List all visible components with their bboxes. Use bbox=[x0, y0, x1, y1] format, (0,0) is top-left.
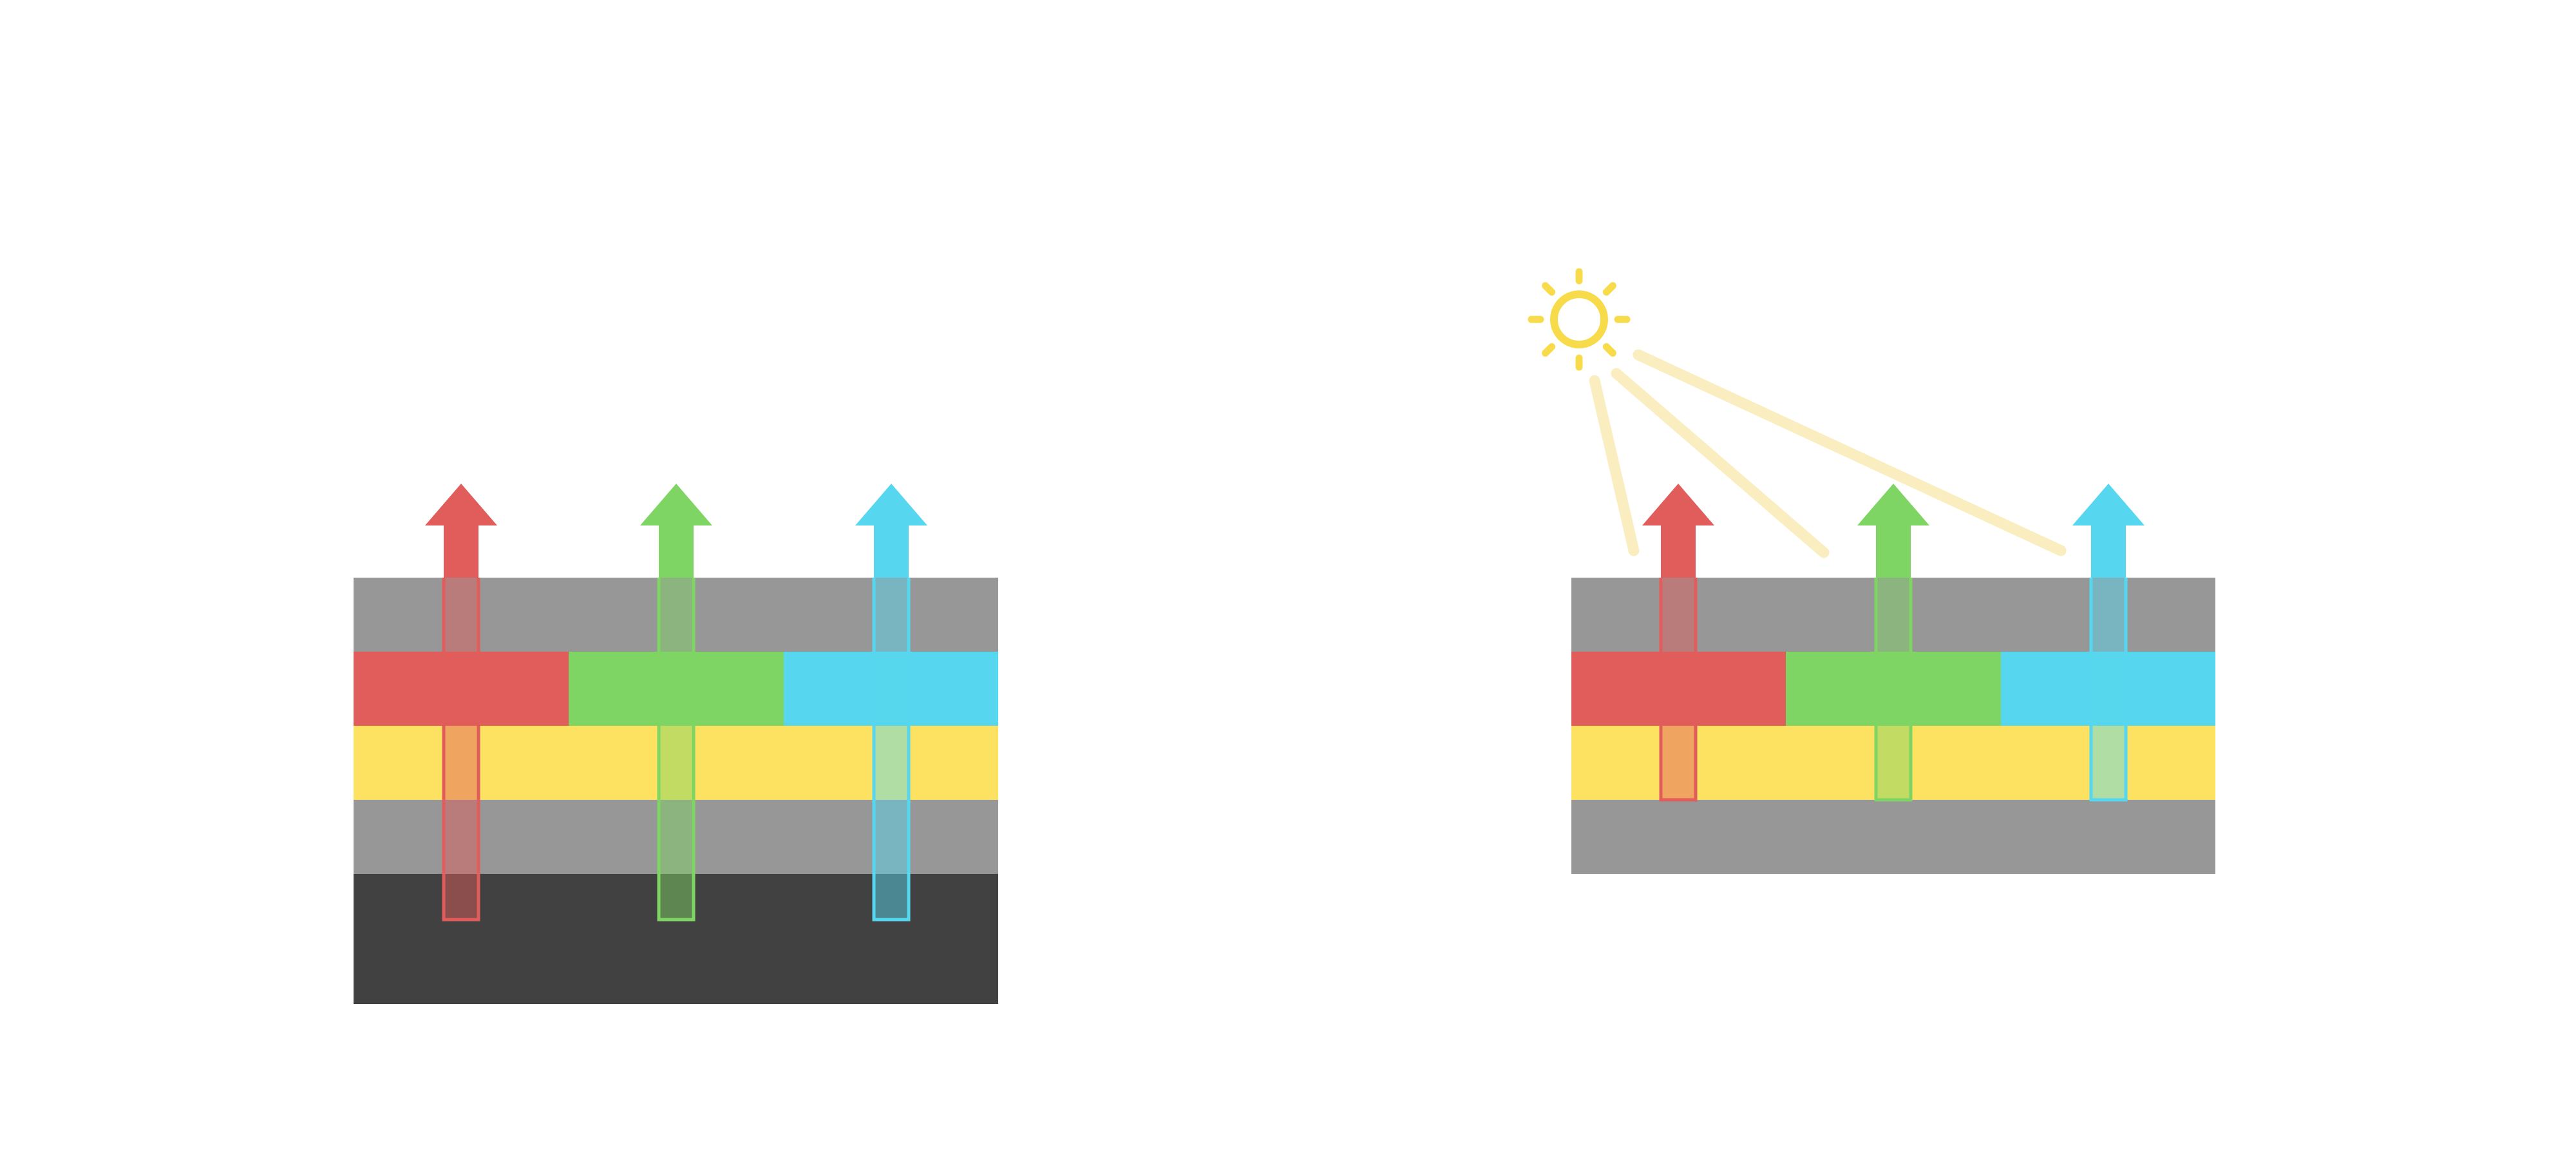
backlight-substrate-layer bbox=[354, 874, 998, 1004]
blue-light-arrow-tail bbox=[2089, 578, 2128, 802]
sun-beam-1 bbox=[1589, 375, 1640, 556]
light-guide-layer bbox=[354, 726, 998, 800]
blue-light-arrow bbox=[855, 484, 927, 922]
bottom-glass-layer bbox=[1571, 800, 2215, 874]
top-glass-layer bbox=[354, 578, 998, 652]
red-light-arrow-tail bbox=[1659, 578, 1698, 802]
red-subpixel bbox=[1571, 652, 1786, 726]
green-light-arrow-tail bbox=[657, 578, 696, 922]
green-light-arrow bbox=[1857, 484, 1929, 802]
sun-ray bbox=[1542, 282, 1556, 296]
blue-subpixel bbox=[2001, 652, 2215, 726]
blue-light-arrow-head bbox=[2072, 484, 2145, 578]
blue-light-arrow bbox=[2072, 484, 2145, 802]
sun-beam-3 bbox=[1633, 349, 2067, 556]
sunlight-beams bbox=[1589, 349, 2067, 558]
backlit-display-panel-layer-stack bbox=[354, 578, 998, 1004]
red-light-arrow bbox=[1642, 484, 1714, 802]
green-light-arrow-head bbox=[1857, 484, 1929, 578]
backlit-display-panel bbox=[354, 484, 998, 1004]
red-subpixel bbox=[354, 652, 569, 726]
blue-light-arrow-tail bbox=[872, 578, 911, 922]
sun-ring bbox=[1550, 290, 1608, 348]
green-light-arrow-tail bbox=[1874, 578, 1913, 802]
green-subpixel bbox=[1786, 652, 2001, 726]
top-glass-layer bbox=[1571, 578, 2215, 652]
sunlit-display-panel-layer-stack bbox=[1571, 578, 2215, 874]
color-filter-layer bbox=[354, 652, 998, 726]
blue-subpixel bbox=[784, 652, 998, 726]
sun-beam-2 bbox=[1611, 368, 1830, 558]
sun-ray bbox=[1602, 282, 1616, 296]
blue-light-arrow-head bbox=[855, 484, 927, 578]
sunlit-display-panel bbox=[1528, 268, 2215, 874]
sun-ray bbox=[1602, 343, 1616, 357]
red-light-arrow bbox=[425, 484, 497, 922]
green-light-arrow-head bbox=[640, 484, 712, 578]
light-guide-layer bbox=[1571, 726, 2215, 800]
red-light-arrow-head bbox=[1642, 484, 1714, 578]
bottom-glass-layer bbox=[354, 800, 998, 874]
green-light-arrow bbox=[640, 484, 712, 922]
sun-icon bbox=[1528, 268, 1631, 371]
red-light-arrow-head bbox=[425, 484, 497, 578]
sun-ray bbox=[1542, 343, 1556, 357]
color-filter-layer bbox=[1571, 652, 2215, 726]
red-light-arrow-tail bbox=[442, 578, 480, 922]
green-subpixel bbox=[569, 652, 784, 726]
